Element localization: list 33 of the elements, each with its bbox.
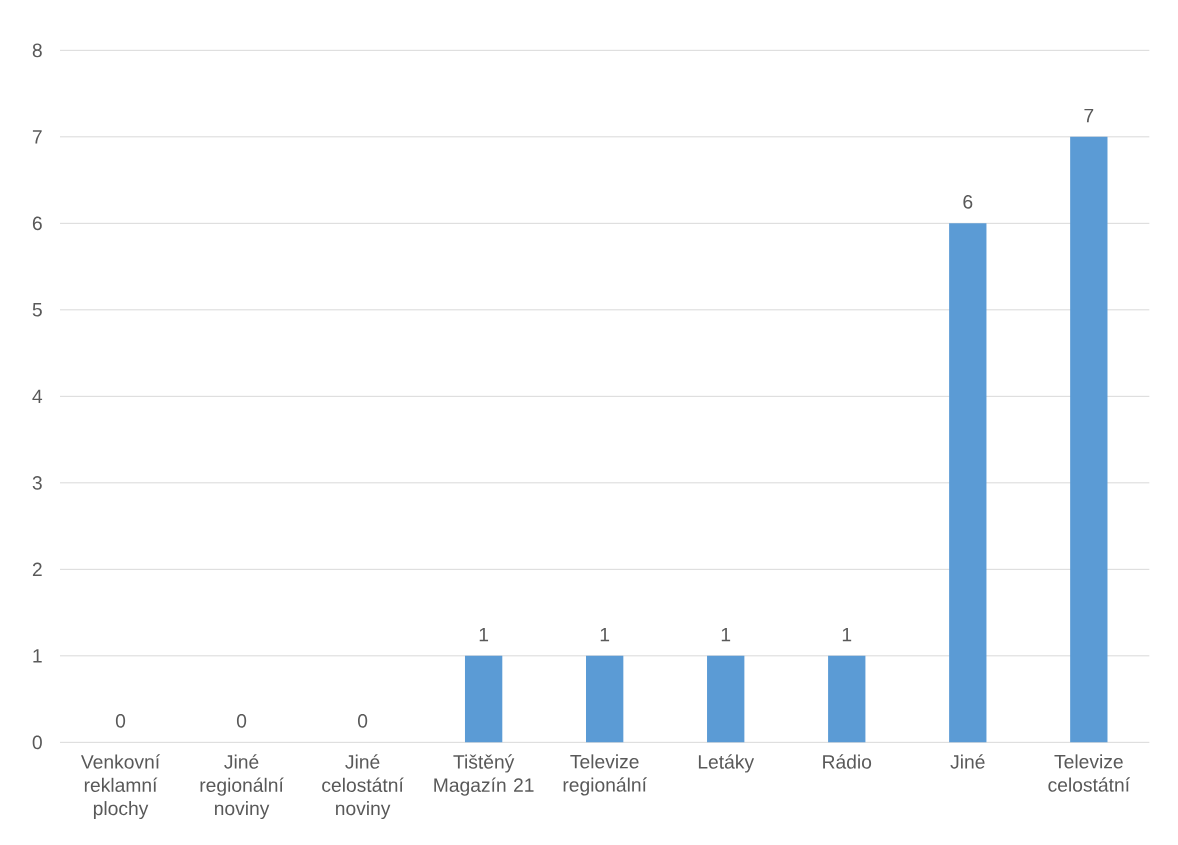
data-label: 0 [115, 714, 126, 728]
bar [828, 655, 866, 743]
bar [949, 223, 987, 743]
bar [464, 655, 503, 743]
data-label: 0 [236, 714, 247, 728]
y-tick-label: 3 [32, 476, 42, 490]
x-tick-label: Jiné celostátní noviny [322, 754, 404, 820]
x-tick-label: Rádio [823, 754, 872, 769]
data-label: 1 [479, 627, 489, 642]
bar [1070, 136, 1108, 743]
bar [707, 655, 745, 743]
x-tick-label: Televize celostátní [1048, 754, 1130, 792]
y-tick-label: 4 [32, 389, 43, 403]
data-label: 6 [963, 195, 973, 209]
data-label: 1 [842, 627, 852, 642]
y-tick-label: 7 [32, 130, 42, 144]
data-label: 1 [721, 627, 731, 642]
y-tick-label: 2 [32, 562, 42, 577]
x-tick-label: Televize regionální [563, 754, 647, 796]
x-tick-label: Venkovní reklamní plochy [80, 754, 161, 820]
x-tick-label: Jiné regionální noviny [200, 754, 284, 820]
bar [586, 655, 624, 743]
x-tick-label: Jiné [950, 754, 985, 769]
x-tick-label: Letáky [698, 754, 755, 773]
y-tick-label: 1 [33, 649, 42, 663]
y-tick-label: 0 [32, 735, 42, 750]
x-tick-label: Tištěný Magazín 21 [434, 754, 534, 796]
data-label: 0 [357, 714, 368, 728]
y-tick-label: 8 [32, 43, 42, 58]
y-tick-label: 5 [32, 303, 42, 317]
data-label: 1 [600, 627, 610, 642]
data-label: 7 [1084, 108, 1094, 123]
y-tick-label: 6 [32, 216, 42, 231]
